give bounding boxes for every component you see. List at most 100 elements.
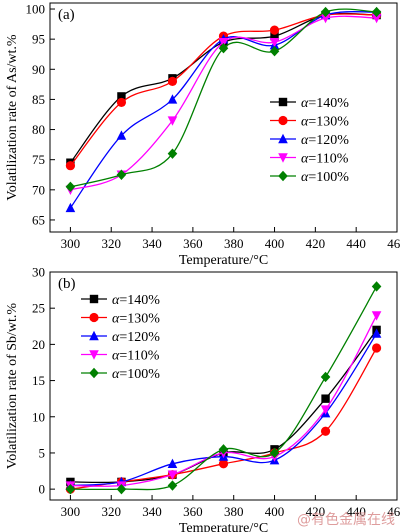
x-tick-label: 360 <box>183 236 203 251</box>
data-point <box>320 371 331 383</box>
legend-marker <box>278 153 288 163</box>
data-point <box>218 459 229 469</box>
data-point <box>167 458 178 469</box>
data-point <box>65 181 76 193</box>
y-tick-label: 30 <box>32 265 45 280</box>
data-point <box>269 46 280 57</box>
data-point <box>65 202 76 213</box>
legend: α=140% α=130% α=120% α=110% α=100% <box>81 293 160 382</box>
data-point <box>371 13 382 24</box>
data-point <box>371 311 382 321</box>
legend-marker <box>278 133 288 144</box>
legend-marker <box>278 115 288 126</box>
x-tick-label: 320 <box>101 504 121 519</box>
plot-frame <box>49 2 398 233</box>
y-tick-label: 85 <box>32 92 45 107</box>
y-tick-label: 15 <box>32 373 45 388</box>
y-axis-label: Volatilization rate of Sb/wt.% <box>5 303 20 469</box>
data-point <box>65 483 76 495</box>
x-tick-label: 440 <box>346 504 366 519</box>
data-point <box>167 76 178 86</box>
legend-label: α=120% <box>301 133 349 148</box>
data-point <box>371 6 382 18</box>
data-point <box>167 116 178 126</box>
x-tick-label: 340 <box>142 504 162 519</box>
legend-label: α=140% <box>301 96 349 111</box>
data-point <box>371 343 382 353</box>
data-point <box>116 169 127 180</box>
legend-label: α=110% <box>112 349 160 364</box>
y-tick-label: 5 <box>39 445 46 460</box>
y-tick-label: 20 <box>32 337 45 352</box>
legend-label: α=130% <box>112 312 160 327</box>
data-point <box>371 281 382 292</box>
x-axis-label: Temperature/°C <box>179 521 268 532</box>
legend-label: α=140% <box>112 293 160 308</box>
data-point <box>167 480 178 491</box>
x-axis-label: Temperature/°C <box>179 253 268 268</box>
y-tick-label: 75 <box>32 152 45 167</box>
x-tick-label: 400 <box>265 504 285 519</box>
x-tick-label: 440 <box>346 236 366 251</box>
legend-label: α=110% <box>301 152 349 167</box>
data-point <box>117 92 126 101</box>
series-2 <box>65 343 382 494</box>
y-tick-label: 0 <box>39 482 46 497</box>
chart-panel-a: 300 320 340 360 380 400 420 440 460 65 70 75 80 85 90 9… <box>5 2 400 268</box>
legend: α=140% α=130% α=120% α=110% α=100% <box>270 96 349 185</box>
y-tick-label: 25 <box>32 301 45 316</box>
data-point <box>320 405 331 415</box>
x-tick-label: 400 <box>265 236 285 251</box>
chart-panel-b: 300 320 340 360 380 400 420 440 460 0 5 10 15 20 25 30 T… <box>5 265 400 532</box>
data-point <box>320 13 331 24</box>
x-tick-label: 320 <box>101 236 121 251</box>
x-tick-label: 340 <box>142 236 162 251</box>
data-point <box>269 447 280 459</box>
legend-label: α=120% <box>112 330 160 345</box>
series-5 <box>65 281 382 495</box>
legend-label: α=100% <box>112 367 160 382</box>
y-tick-label: 90 <box>32 62 45 77</box>
data-point <box>218 444 229 455</box>
x-tick-label: 380 <box>224 236 244 251</box>
y-tick-label: 95 <box>32 32 45 47</box>
y-tick-label: 100 <box>26 2 46 17</box>
legend-label: α=100% <box>301 170 349 185</box>
legend-marker <box>278 170 288 182</box>
data-point <box>320 6 331 18</box>
data-point <box>218 37 229 48</box>
data-point <box>116 97 127 108</box>
panel-label: (b) <box>58 276 76 292</box>
legend-marker <box>89 350 99 360</box>
x-tick-label: 360 <box>183 504 203 519</box>
plot-frame <box>49 271 398 501</box>
legend-label: α=130% <box>301 115 349 130</box>
data-point <box>371 328 382 338</box>
series-5 <box>65 6 382 193</box>
x-tick-label: 300 <box>61 504 81 519</box>
y-axis-label: Volatilization rate of As/wt.% <box>5 34 20 200</box>
data-point <box>116 130 127 140</box>
data-point <box>218 42 229 54</box>
legend-marker <box>89 367 99 379</box>
x-tick-label: 380 <box>224 504 244 519</box>
y-tick-label: 65 <box>32 212 45 227</box>
legend-marker <box>89 330 99 341</box>
data-point <box>269 25 280 35</box>
data-point <box>320 426 331 436</box>
y-tick-label: 70 <box>32 182 45 197</box>
data-point <box>270 31 279 41</box>
data-point <box>167 94 178 104</box>
y-tick-label: 10 <box>32 409 45 424</box>
x-tick-label: 460 <box>387 504 400 519</box>
data-point <box>116 483 127 495</box>
x-tick-label: 420 <box>306 236 326 251</box>
legend-marker <box>89 312 99 323</box>
data-point <box>167 470 178 480</box>
legend-marker <box>278 97 288 107</box>
watermark: @有色金属在线 <box>297 511 395 528</box>
x-tick-label: 420 <box>306 504 326 519</box>
x-tick-label: 460 <box>387 236 400 251</box>
data-point <box>167 148 178 159</box>
